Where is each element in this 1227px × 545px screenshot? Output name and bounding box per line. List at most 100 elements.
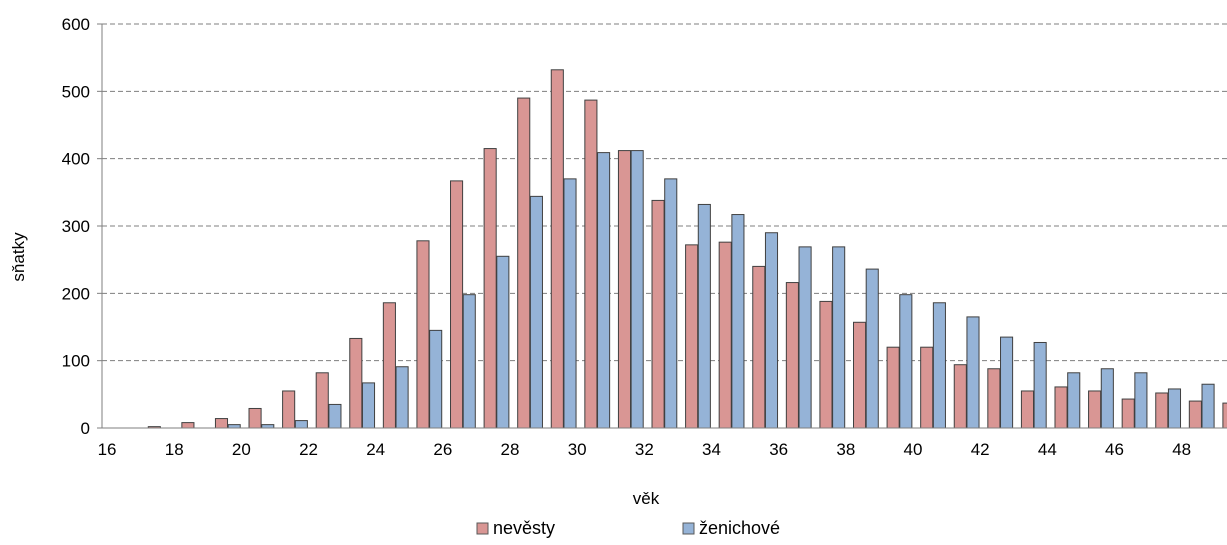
bar-zenichove-32 [664,178,678,429]
x-tick-label: 42 [971,440,990,459]
bar-nevesty-49 [1222,402,1227,429]
y-tick-label: 200 [62,284,90,303]
bar-zenichove-39 [899,294,913,429]
bar-nevesty-27 [483,148,497,429]
bar-nevesty-44 [1054,386,1068,429]
series-0 [147,69,1227,429]
y-tick-label: 600 [62,15,90,34]
x-tick-label: 18 [165,440,184,459]
bar-zenichove-27 [496,255,510,429]
bar-nevesty-22 [315,372,329,429]
bar-nevesty-21 [282,390,296,429]
bar-zenichove-23 [361,382,376,429]
bar-nevesty-35 [752,265,766,429]
bar-nevesty-36 [785,282,799,429]
bar-zenichove-34 [731,214,745,429]
bar-nevesty-42 [987,368,1001,429]
x-tick-label: 44 [1038,440,1057,459]
bar-nevesty-31 [617,150,632,429]
bar-nevesty-40 [920,346,934,429]
x-tick-label: 28 [501,440,520,459]
bar-zenichove-29 [563,178,577,429]
y-tick-label: 500 [62,82,90,101]
bar-nevesty-18 [181,422,195,429]
bar-nevesty-24 [382,302,396,429]
bar-zenichove-38 [865,268,879,429]
bar-zenichove-20 [261,424,275,429]
x-tick-label: 32 [635,440,654,459]
bar-nevesty-38 [853,321,867,429]
bar-zenichove-36 [798,246,812,429]
bar-zenichove-46 [1134,372,1148,429]
bar-nevesty-26 [450,180,464,429]
bar-zenichove-26 [462,294,476,429]
series-1 [227,150,1215,429]
bar-zenichove-35 [764,232,779,429]
x-tick-label: 20 [232,440,251,459]
x-tick-label: 38 [836,440,855,459]
x-tick-label: 36 [769,440,788,459]
bar-zenichove-42 [1000,336,1014,429]
bar-zenichove-31 [630,150,644,429]
x-axis-title: věk [633,489,660,508]
bar-nevesty-45 [1088,390,1102,429]
bar-zenichove-19 [227,424,241,429]
bar-nevesty-29 [550,69,564,429]
bar-zenichove-41 [966,316,980,429]
bar-nevesty-34 [718,241,732,429]
x-tick-label: 48 [1172,440,1191,459]
y-tick-label: 400 [62,150,90,169]
x-tick-label: 30 [568,440,587,459]
bar-nevesty-37 [819,300,833,429]
x-tick-label: 24 [366,440,385,459]
bar-nevesty-28 [517,97,531,429]
bar-zenichove-33 [697,203,711,429]
bar-zenichove-43 [1033,341,1047,429]
y-tick-labels: 0 100 200 300 400 500 600 [62,15,102,438]
y-tick-label: 300 [62,217,90,236]
bar-nevesty-32 [651,199,665,429]
bar-zenichove-30 [597,152,611,429]
bar-zenichove-37 [832,246,846,429]
bar-zenichove-25 [429,329,443,429]
x-tick-label: 40 [904,440,923,459]
x-tick-label: 22 [299,440,318,459]
y-axis-title: sňatky [9,232,28,282]
bars [147,69,1227,429]
legend-swatch-zenichove [682,522,695,535]
bar-nevesty-41 [953,364,967,429]
bar-nevesty-39 [886,346,900,429]
x-tick-label: 46 [1105,440,1124,459]
legend-swatch-nevesty [476,522,489,535]
legend-item-zenichove: ženichové [682,518,780,538]
bar-zenichove-24 [395,366,409,429]
bar-zenichove-45 [1100,368,1114,429]
bar-nevesty-23 [349,337,363,429]
legend-label-nevesty: nevěsty [493,518,555,538]
bar-zenichove-44 [1067,372,1081,429]
bar-nevesty-46 [1121,398,1135,429]
legend: nevěsty ženichové [476,518,780,538]
bar-zenichove-28 [529,195,543,429]
bar-zenichove-40 [932,302,946,429]
bar-zenichove-21 [294,420,308,429]
x-tick-labels: 16 18 20 22 24 26 28 30 32 34 36 38 40 42 44 46 48 [98,440,1192,459]
bar-zenichove-48 [1201,383,1215,429]
legend-label-zenichove: ženichové [699,518,780,538]
bar-nevesty-33 [685,244,699,429]
x-tick-label: 34 [702,440,721,459]
y-tick-label: 100 [62,352,90,371]
x-tick-label: 16 [98,440,117,459]
bar-nevesty-48 [1188,400,1202,429]
bar-nevesty-47 [1155,392,1169,429]
bar-nevesty-19 [214,418,229,429]
bar-nevesty-30 [584,99,598,429]
legend-item-nevesty: nevěsty [476,518,555,538]
bar-nevesty-20 [248,407,262,429]
bar-zenichove-47 [1167,388,1182,429]
bar-nevesty-43 [1020,390,1034,429]
bar-nevesty-25 [416,240,430,429]
bar-zenichove-22 [328,403,342,429]
x-tick-label: 26 [433,440,452,459]
